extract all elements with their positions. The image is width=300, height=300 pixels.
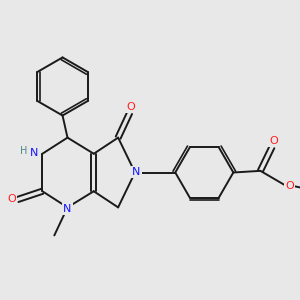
Text: N: N <box>132 167 141 177</box>
Text: O: O <box>269 136 278 146</box>
Text: N: N <box>30 148 38 158</box>
Text: O: O <box>126 101 135 112</box>
Text: O: O <box>7 194 16 205</box>
Text: O: O <box>285 181 294 191</box>
Text: N: N <box>63 203 72 214</box>
Text: H: H <box>20 146 27 156</box>
